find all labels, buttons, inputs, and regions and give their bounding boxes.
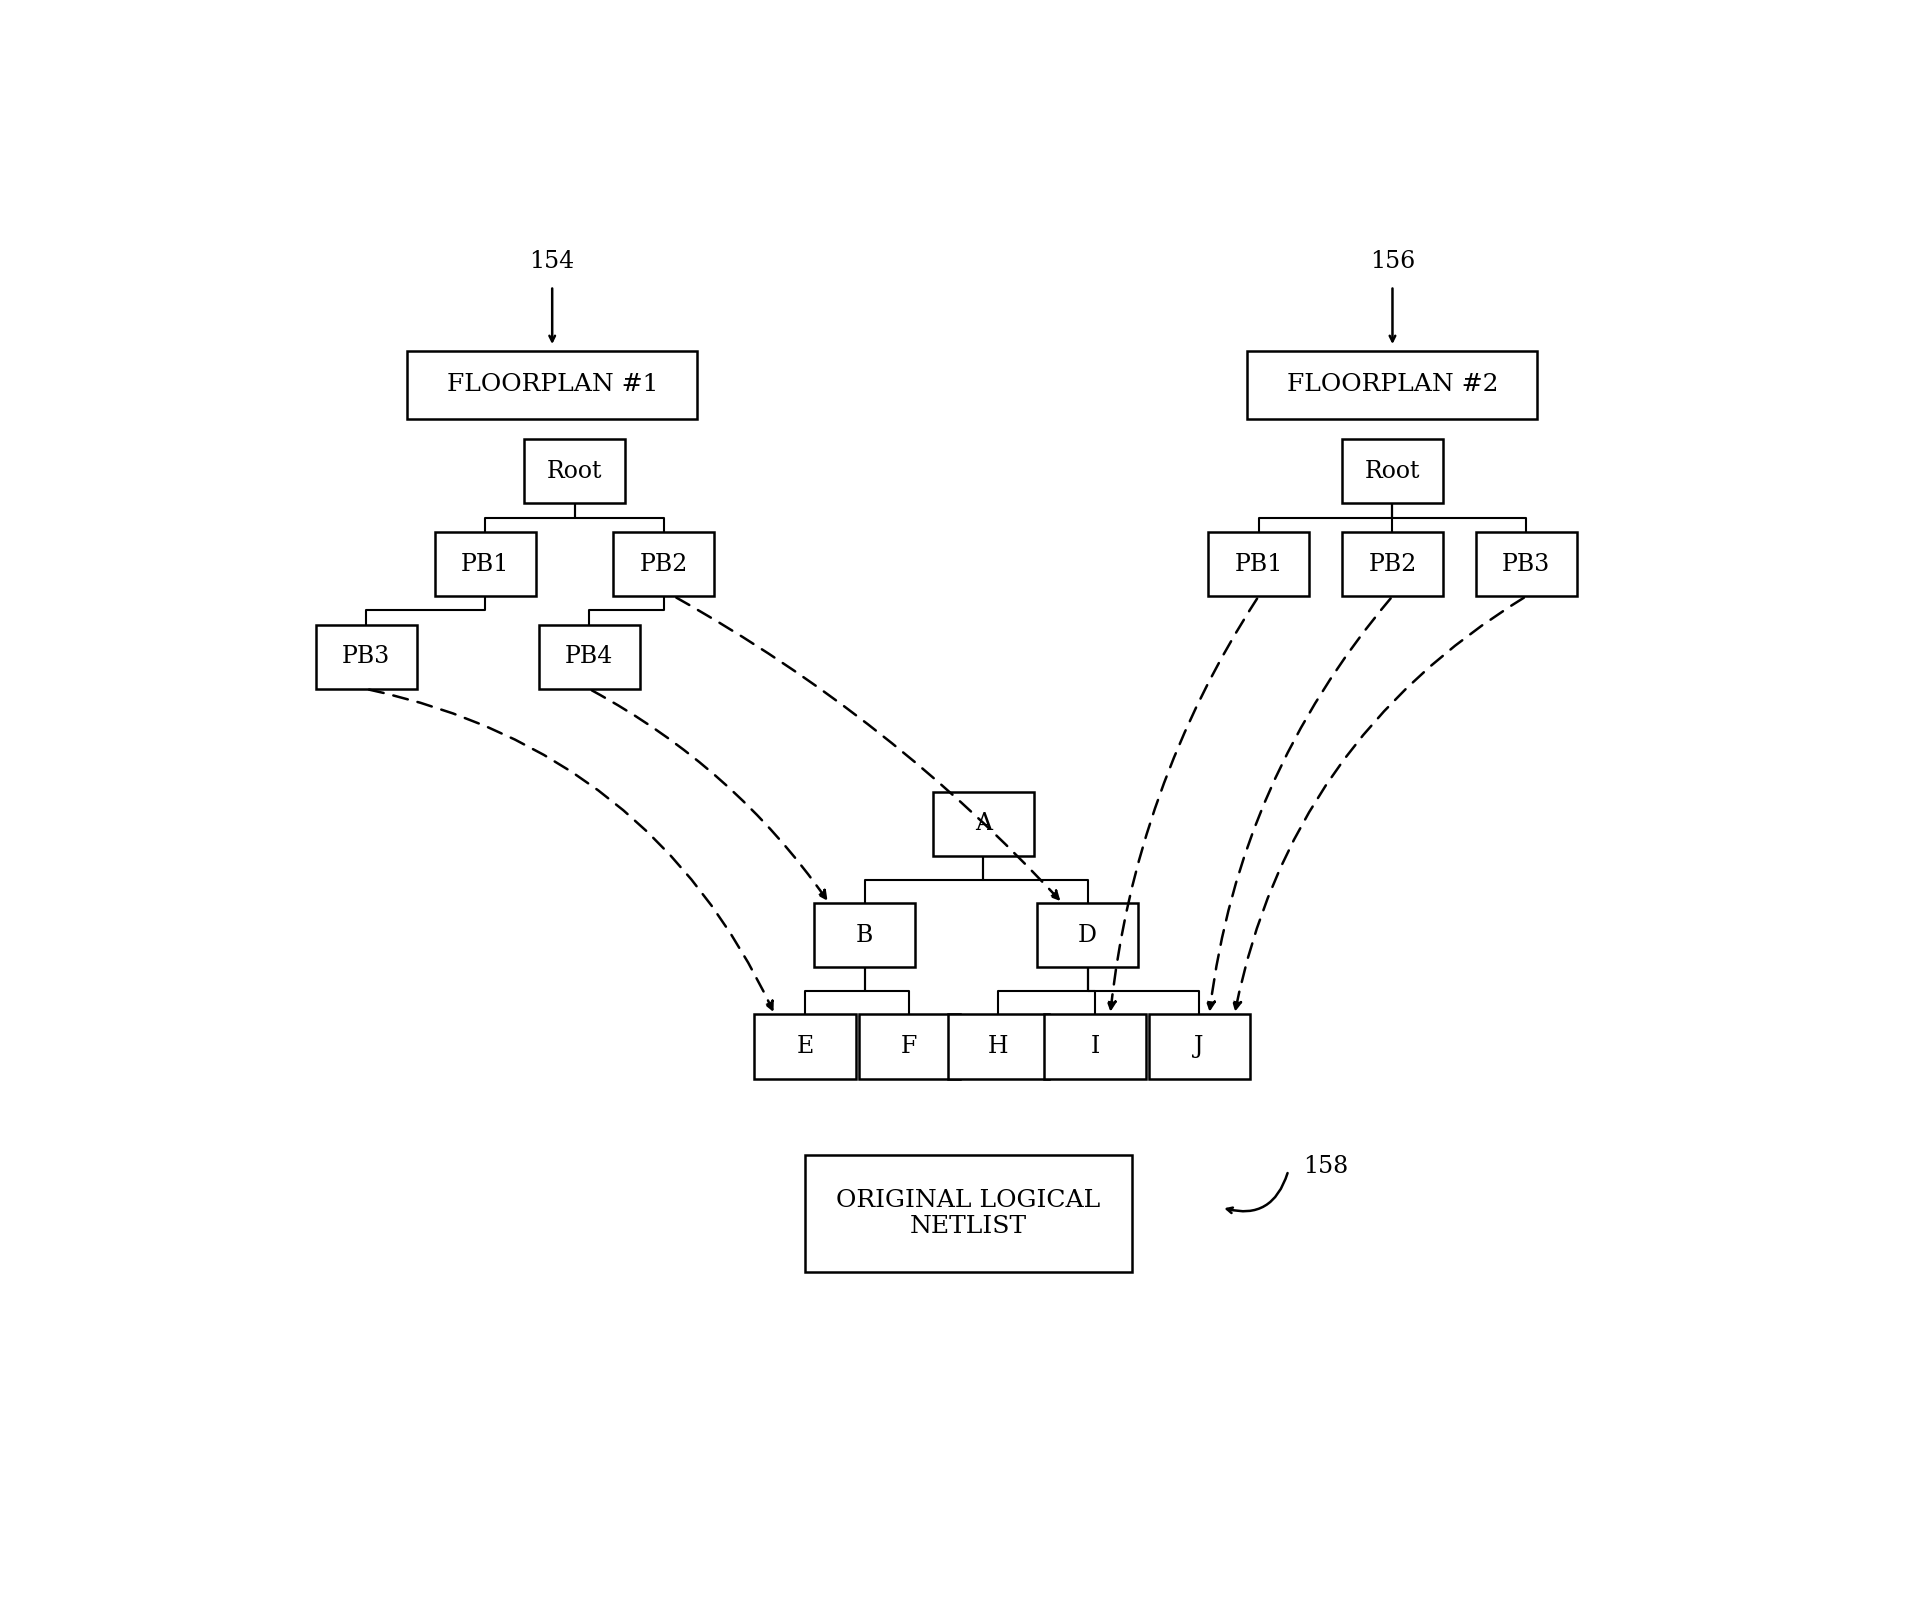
FancyBboxPatch shape <box>1044 1014 1146 1078</box>
Text: J: J <box>1194 1035 1203 1057</box>
Text: FLOORPLAN #2: FLOORPLAN #2 <box>1288 373 1499 397</box>
Text: 156: 156 <box>1370 251 1414 273</box>
FancyBboxPatch shape <box>1341 532 1443 596</box>
Text: F: F <box>900 1035 917 1057</box>
FancyBboxPatch shape <box>317 625 416 689</box>
Text: E: E <box>796 1035 814 1057</box>
FancyBboxPatch shape <box>754 1014 856 1078</box>
Text: Root: Root <box>547 460 603 482</box>
Text: FLOORPLAN #1: FLOORPLAN #1 <box>447 373 658 397</box>
FancyBboxPatch shape <box>1341 439 1443 503</box>
FancyBboxPatch shape <box>1149 1014 1249 1078</box>
Text: PB3: PB3 <box>342 646 390 669</box>
FancyBboxPatch shape <box>814 903 915 967</box>
Text: 158: 158 <box>1303 1155 1349 1178</box>
Text: ORIGINAL LOGICAL
NETLIST: ORIGINAL LOGICAL NETLIST <box>837 1189 1102 1239</box>
Text: I: I <box>1090 1035 1100 1057</box>
Text: H: H <box>988 1035 1009 1057</box>
Text: 154: 154 <box>530 251 576 273</box>
FancyBboxPatch shape <box>1476 532 1577 596</box>
FancyBboxPatch shape <box>614 532 714 596</box>
Text: PB2: PB2 <box>639 553 687 575</box>
Text: A: A <box>975 813 992 836</box>
FancyBboxPatch shape <box>524 439 626 503</box>
FancyBboxPatch shape <box>1247 350 1537 419</box>
FancyBboxPatch shape <box>1209 532 1309 596</box>
FancyBboxPatch shape <box>948 1014 1050 1078</box>
Text: Root: Root <box>1364 460 1420 482</box>
FancyBboxPatch shape <box>858 1014 960 1078</box>
Text: B: B <box>856 924 873 947</box>
FancyBboxPatch shape <box>1036 903 1138 967</box>
Text: PB2: PB2 <box>1368 553 1416 575</box>
Text: D: D <box>1078 924 1098 947</box>
FancyBboxPatch shape <box>806 1155 1132 1273</box>
Text: PB1: PB1 <box>1234 553 1282 575</box>
Text: PB1: PB1 <box>461 553 509 575</box>
FancyBboxPatch shape <box>539 625 639 689</box>
FancyBboxPatch shape <box>436 532 535 596</box>
FancyBboxPatch shape <box>933 792 1034 857</box>
Text: PB4: PB4 <box>566 646 614 669</box>
FancyBboxPatch shape <box>407 350 697 419</box>
Text: PB3: PB3 <box>1503 553 1551 575</box>
